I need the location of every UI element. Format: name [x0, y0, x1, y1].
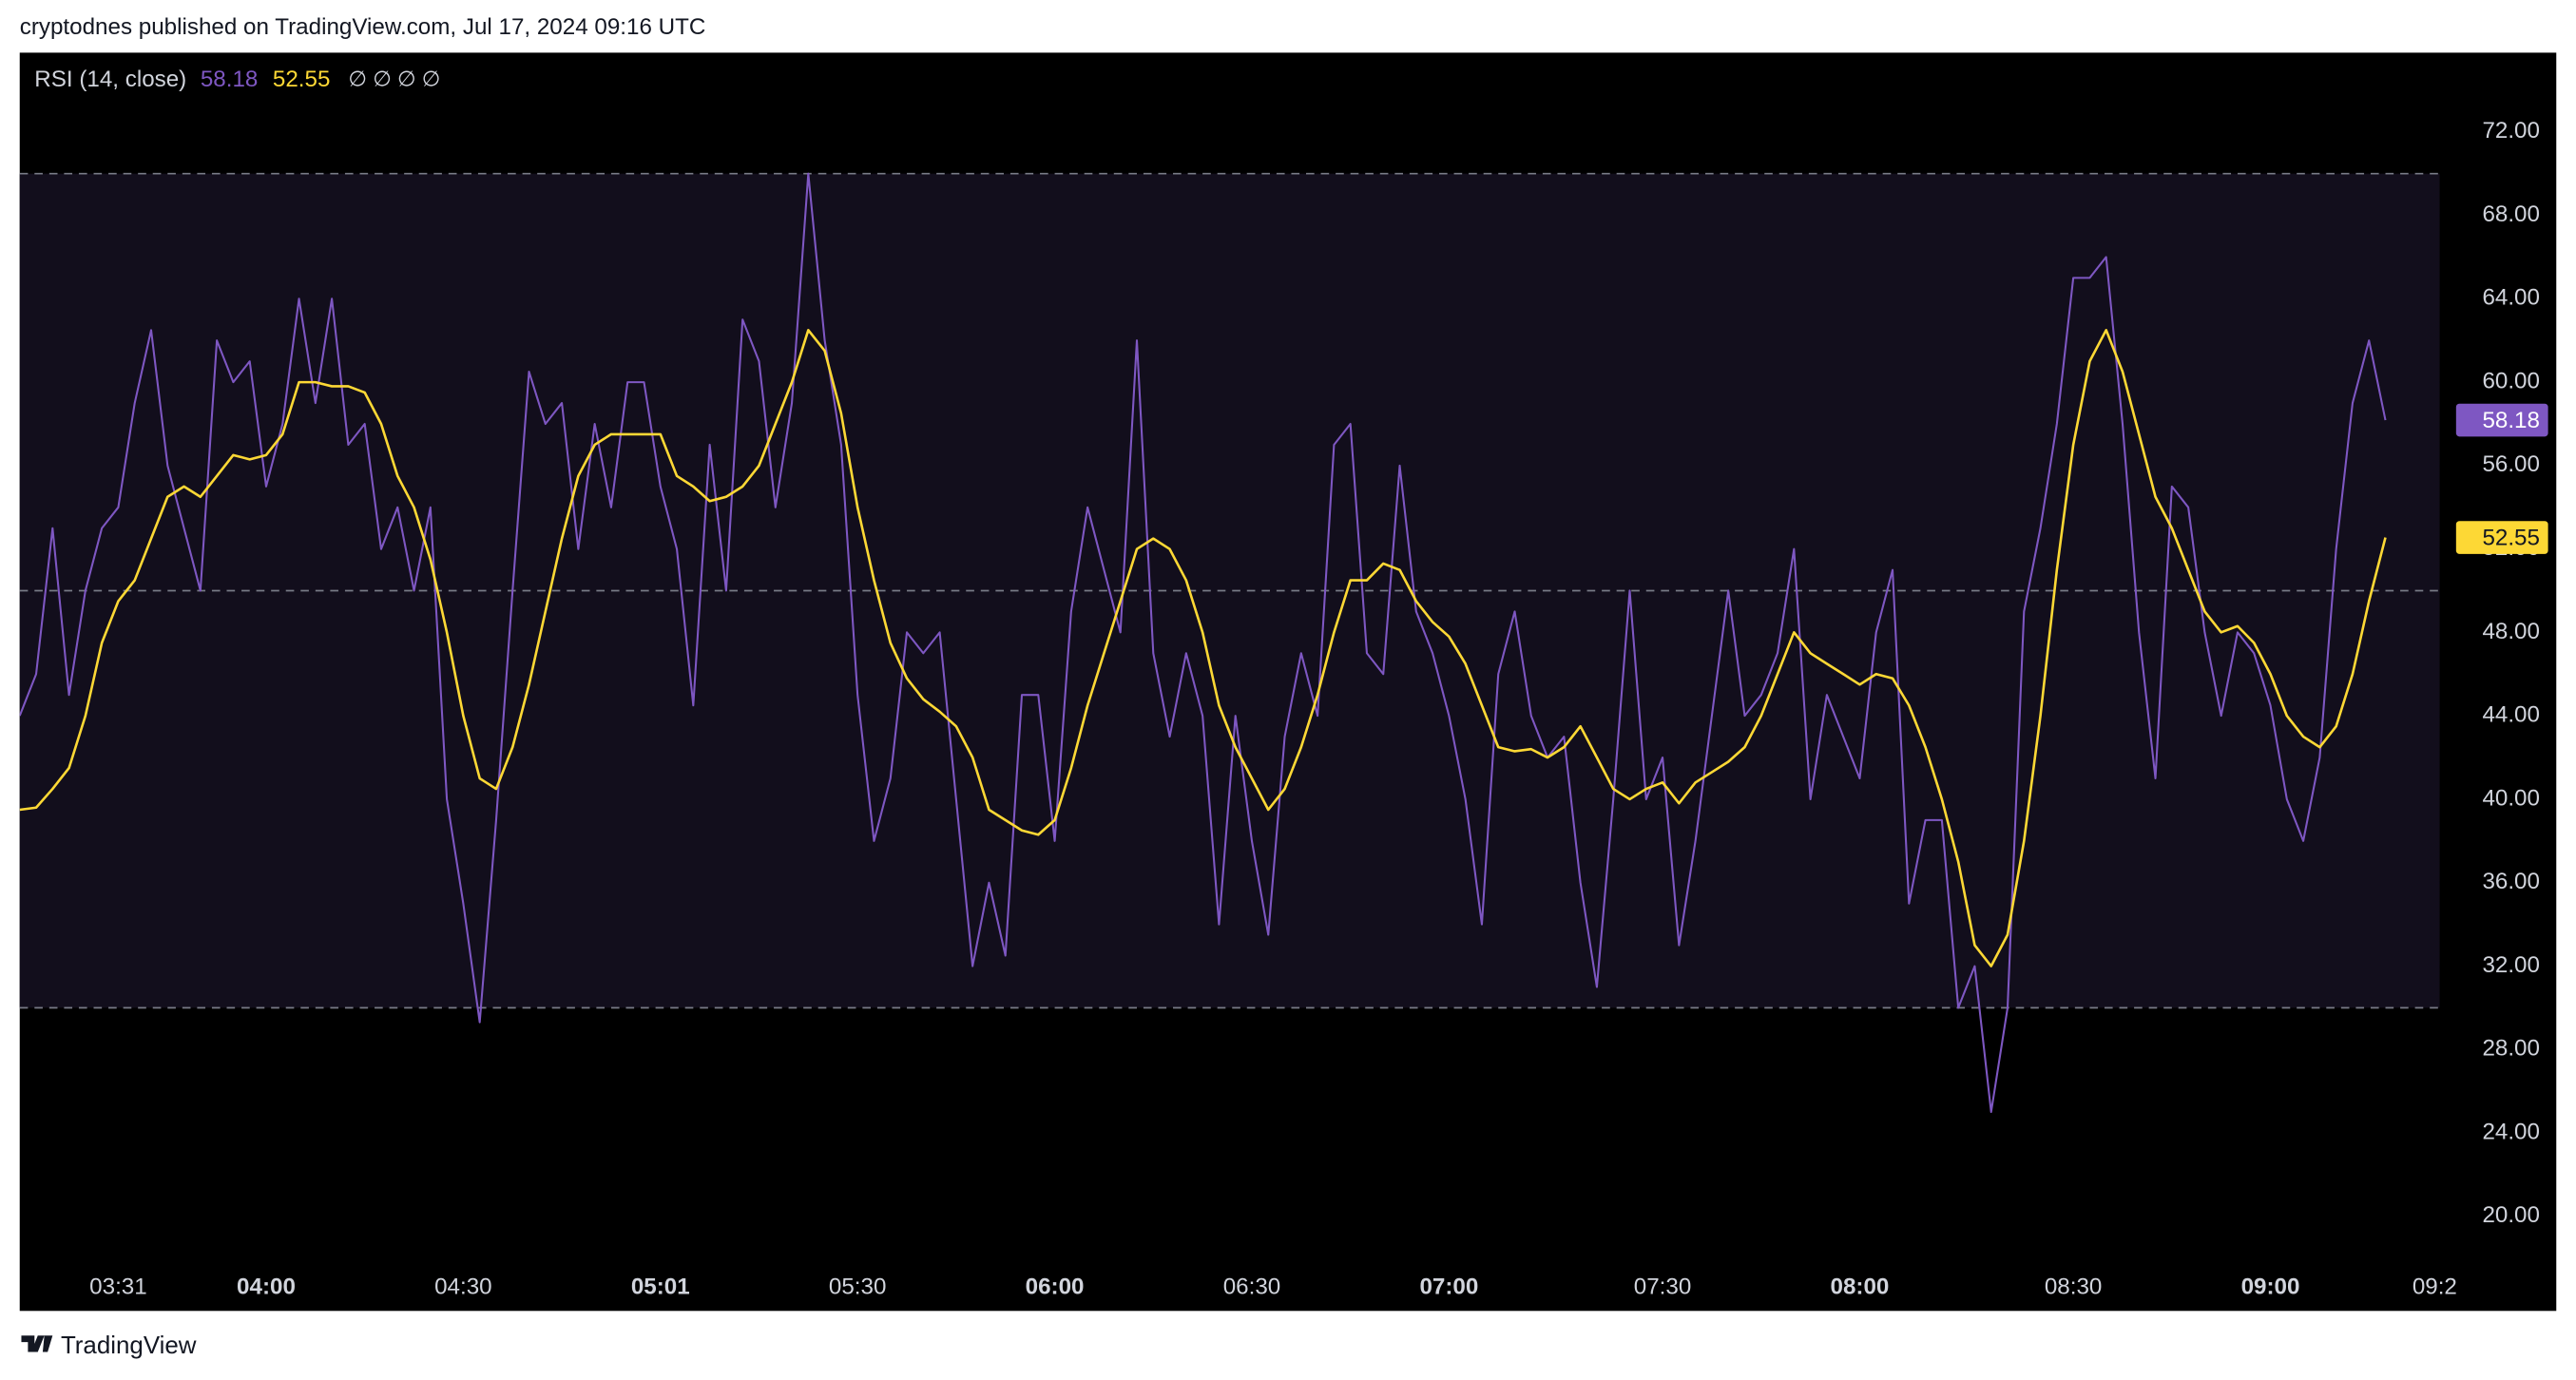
y-tick-label: 40.00 — [2482, 785, 2540, 811]
last-value-badge — [2455, 521, 2548, 554]
y-tick-label: 24.00 — [2482, 1119, 2540, 1144]
y-tick-label: 44.00 — [2482, 702, 2540, 728]
last-value-label: 52.55 — [2482, 526, 2540, 551]
logo-icon — [21, 1335, 53, 1352]
y-tick-label: 68.00 — [2482, 201, 2540, 227]
x-tick-label: 07:00 — [1419, 1274, 1478, 1299]
header-title: cryptodnes published on TradingView.com,… — [20, 14, 706, 40]
x-tick-label: 04:00 — [237, 1274, 296, 1299]
x-tick-label: 05:01 — [631, 1274, 690, 1299]
last-value-label: 58.18 — [2482, 408, 2540, 433]
x-tick-label: 09:00 — [2241, 1274, 2300, 1299]
y-tick-label: 48.00 — [2482, 619, 2540, 644]
y-tick-label: 20.00 — [2482, 1202, 2540, 1228]
series-line — [19, 329, 2387, 968]
y-tick-label: 32.00 — [2482, 952, 2540, 978]
y-tick-label: 64.00 — [2482, 285, 2540, 311]
legend-symbols: ∅ ∅ ∅ ∅ — [348, 67, 440, 91]
legend-value: 52.55 — [273, 67, 331, 92]
tradingview-logo — [21, 1335, 53, 1352]
x-tick-label: 05:30 — [829, 1274, 887, 1299]
x-tick-label: 09:2 — [2413, 1274, 2457, 1299]
x-tick-label: 07:30 — [1634, 1274, 1692, 1299]
y-tick-label: 56.00 — [2482, 451, 2540, 477]
x-tick-label: 04:30 — [434, 1274, 492, 1299]
legend-value: 58.18 — [201, 67, 259, 92]
y-tick-label: 28.00 — [2482, 1036, 2540, 1062]
y-tick-label: 36.00 — [2482, 869, 2540, 894]
x-tick-label: 03:31 — [89, 1274, 147, 1299]
x-tick-label: 08:30 — [2045, 1274, 2103, 1299]
series-line — [19, 172, 2387, 1114]
x-tick-label: 06:30 — [1223, 1274, 1281, 1299]
footer-brand: TradingView — [61, 1332, 197, 1359]
legend-title: RSI (14, close) — [34, 67, 186, 92]
x-tick-label: 06:00 — [1026, 1274, 1085, 1299]
last-value-badge — [2455, 403, 2548, 437]
y-tick-label: 72.00 — [2482, 118, 2540, 144]
y-tick-label: 60.00 — [2482, 368, 2540, 393]
x-tick-label: 08:00 — [1831, 1274, 1890, 1299]
